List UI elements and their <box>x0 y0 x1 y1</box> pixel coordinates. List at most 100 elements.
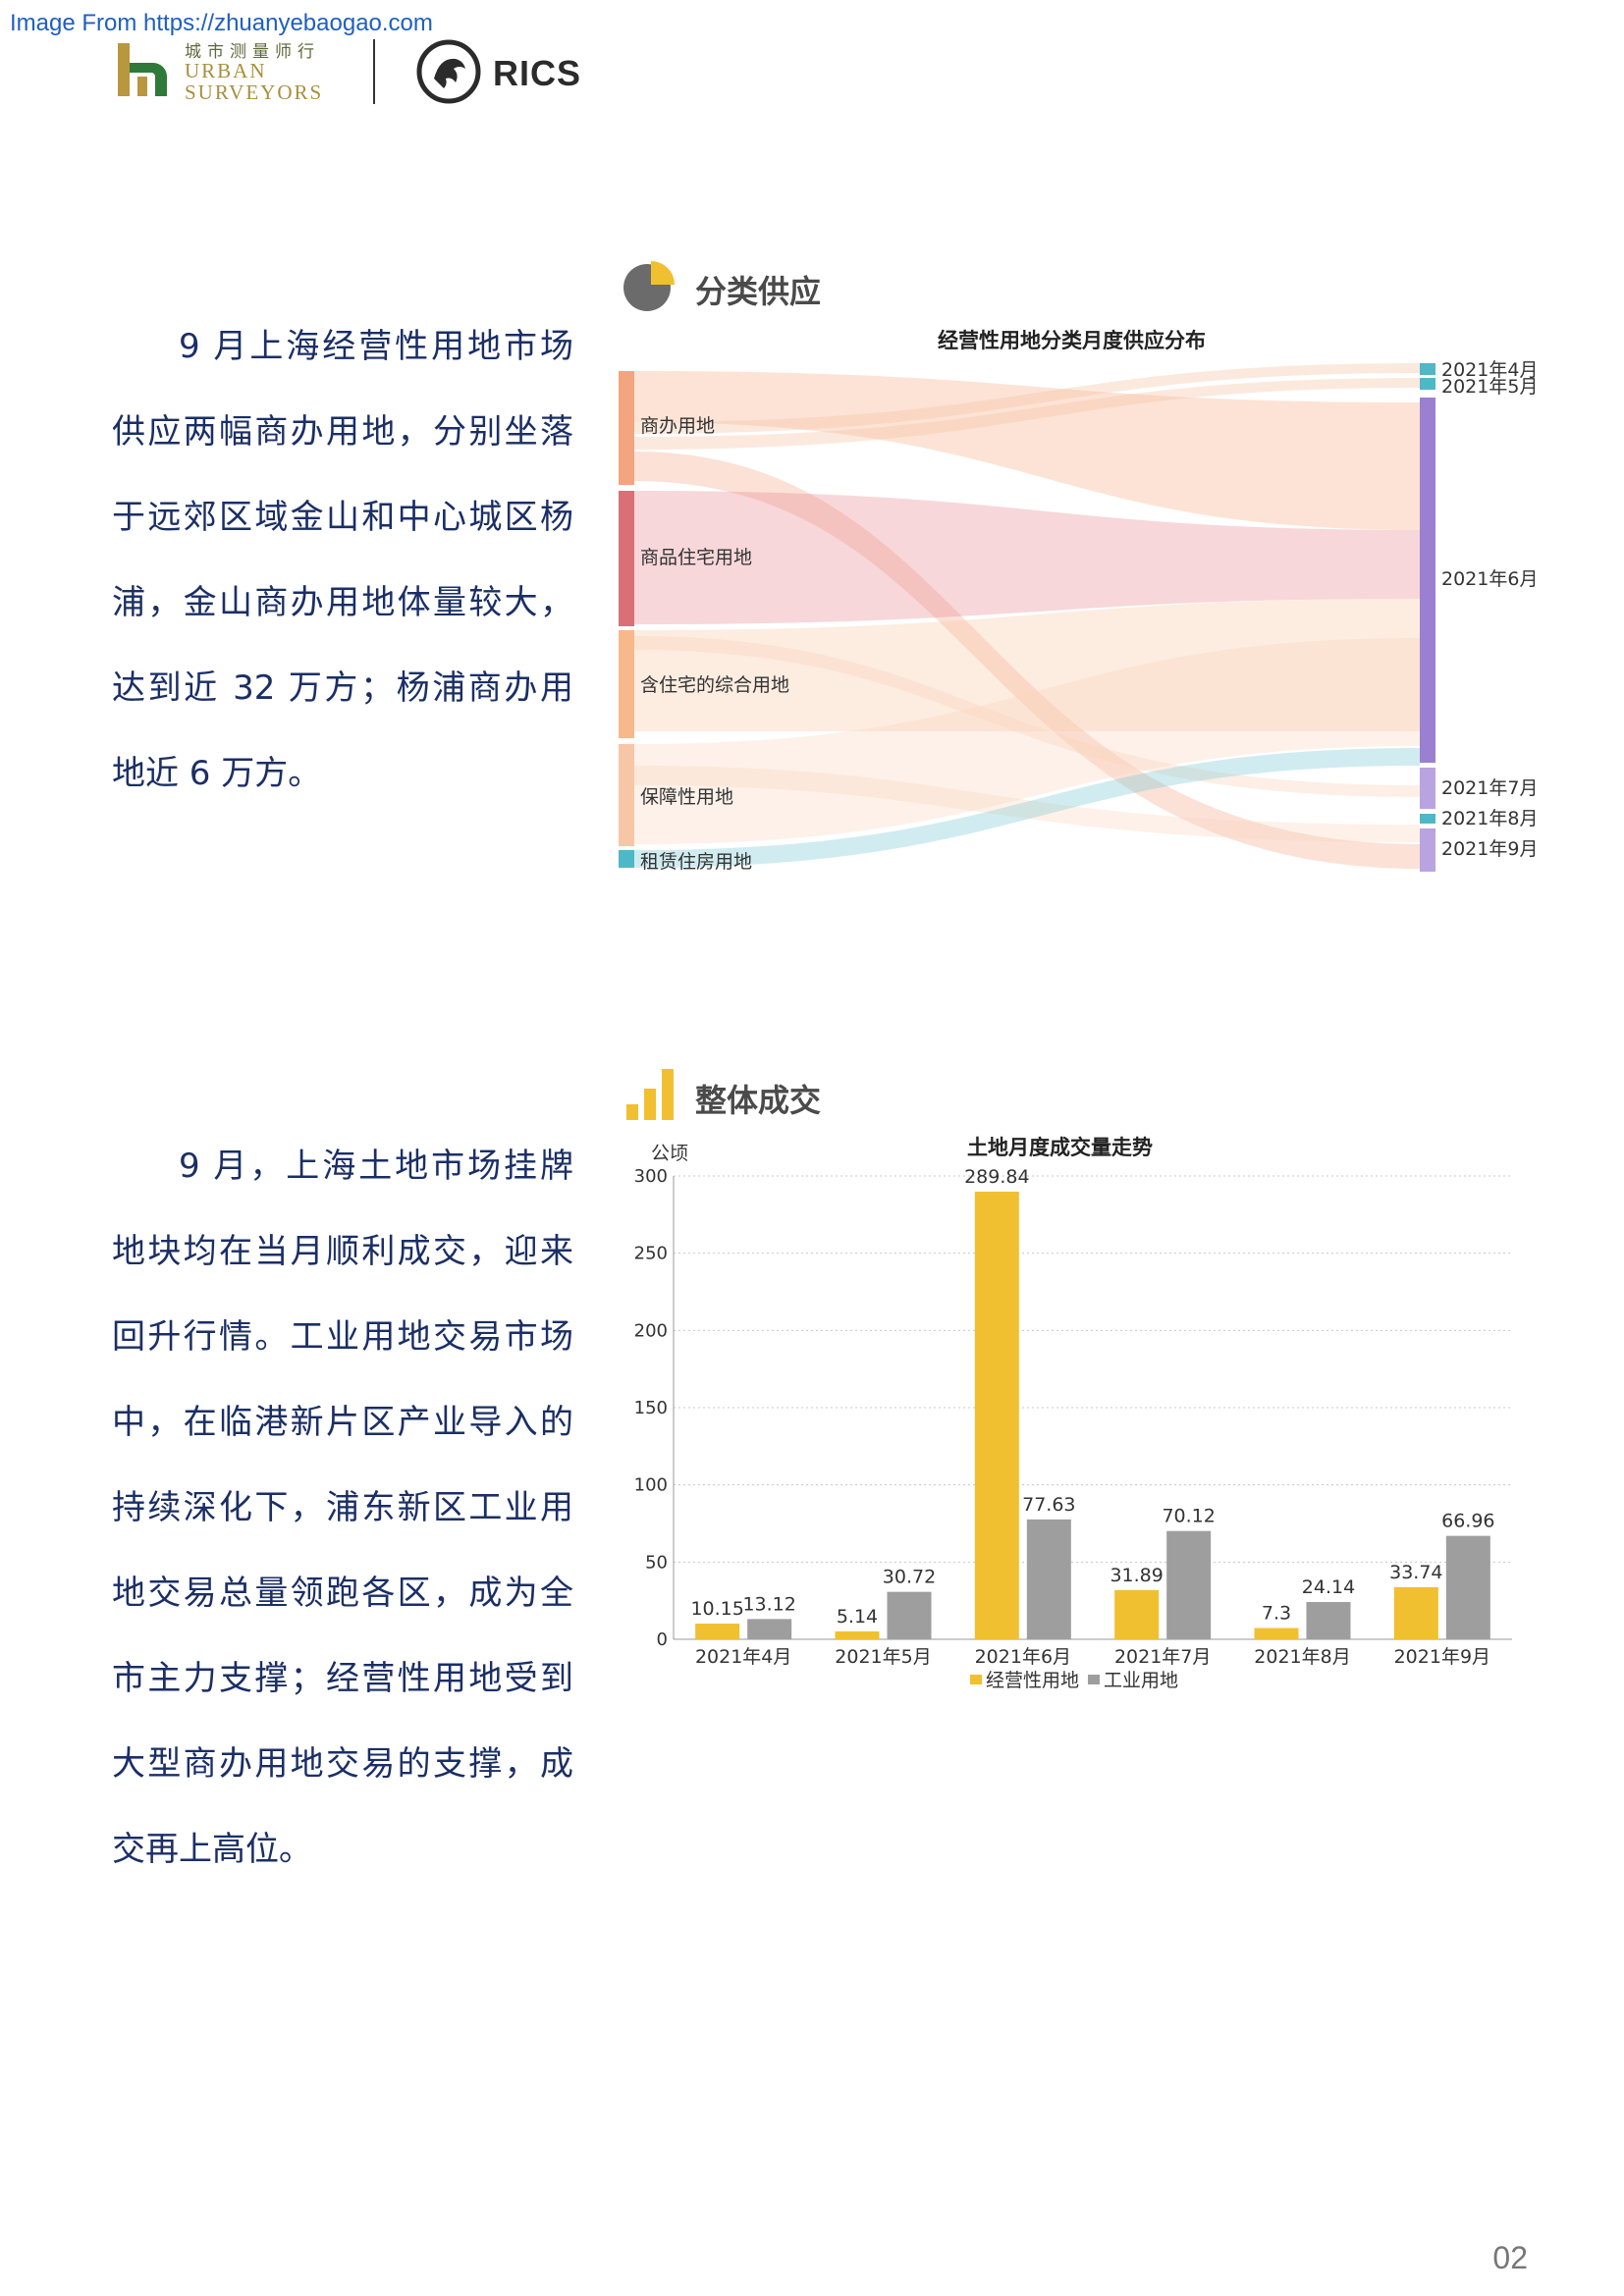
y-tick-label: 300 <box>634 1166 668 1187</box>
label-residential: 商品住宅用地 <box>640 547 752 568</box>
node-office <box>619 371 634 485</box>
bar-value-label: 24.14 <box>1302 1576 1355 1598</box>
bar-value-label: 77.63 <box>1022 1494 1075 1516</box>
node-residential <box>619 491 634 626</box>
x-tick-label: 2021年8月 <box>1254 1646 1350 1668</box>
logo-chinese-name: 城市测量师行 <box>185 42 320 62</box>
rics-lion-icon <box>416 39 481 104</box>
bar-industrial <box>1445 1535 1490 1639</box>
bar-commercial <box>835 1630 880 1639</box>
source-banner[interactable]: Image From https://zhuanyebaogao.com <box>10 10 433 36</box>
bar-value-label: 289.84 <box>964 1166 1029 1188</box>
node-mixed <box>619 630 634 738</box>
x-tick-label: 2021年7月 <box>1114 1646 1211 1668</box>
flow-mixed-to-jun <box>634 599 1420 731</box>
sankey-labels: 商办用地 商品住宅用地 含住宅的综合用地 保障性用地 租赁住房用地 2021年4… <box>640 359 1538 873</box>
supply-paragraph: 9 月上海经营性用地市场供应两幅商办用地，分别坐落于远郊区域金山和中心城区杨浦，… <box>112 304 573 817</box>
rics-logo: RICS <box>416 39 613 108</box>
label-2021-05: 2021年5月 <box>1441 376 1538 398</box>
sankey-target-nodes <box>1420 363 1435 872</box>
bar-commercial <box>974 1191 1019 1639</box>
bar-industrial <box>747 1619 792 1639</box>
bar-value-label: 7.3 <box>1262 1603 1291 1625</box>
x-tick-label: 2021年5月 <box>835 1646 931 1668</box>
bar-chart-icon <box>626 1069 674 1120</box>
bar-industrial <box>1166 1530 1212 1639</box>
y-tick-label: 50 <box>645 1552 668 1573</box>
node-2021-06 <box>1420 398 1435 763</box>
bar-commercial <box>695 1624 740 1639</box>
flow-office-to-jun <box>634 371 1420 530</box>
flow-affordable-to-sep <box>634 766 1420 842</box>
transactions-paragraph-lead: 9 月，上海土地市场挂牌地 <box>112 1147 573 1271</box>
flow-rental-to-jul <box>634 748 1420 868</box>
legend-swatch <box>970 1675 982 1684</box>
supply-paragraph-lead: 9 月上海经营性用地市场供 <box>112 327 573 452</box>
bar-industrial <box>1306 1602 1351 1639</box>
bar-industrial <box>887 1591 932 1639</box>
bar-value-label: 33.74 <box>1389 1562 1442 1583</box>
transactions-paragraph-rest: 块均在当月顺利成交，迎来回升行情。工业用地交易市场中，在临港新片区产业导入的持续… <box>112 1232 574 1869</box>
bar-commercial <box>1254 1628 1299 1639</box>
bar-commercial <box>1393 1586 1438 1639</box>
section-title-supply: 分类供应 <box>695 273 822 310</box>
label-affordable: 保障性用地 <box>640 786 733 808</box>
bar-chart-x-ticks: 2021年4月 2021年5月 2021年6月 2021年7月 2021年8月 2021年… <box>695 1646 1490 1668</box>
label-2021-07: 2021年7月 <box>1441 777 1538 799</box>
label-2021-08: 2021年8月 <box>1441 808 1538 829</box>
section-title-transactions: 整体成交 <box>695 1082 822 1119</box>
logo-english-line1: URBAN <box>185 59 267 82</box>
bar-chart-bars <box>695 1191 1490 1639</box>
y-tick-label: 250 <box>634 1244 668 1264</box>
bar-value-label: 31.89 <box>1110 1565 1163 1586</box>
label-rental: 租赁住房用地 <box>640 851 752 873</box>
flow-office-to-sep <box>634 452 1420 869</box>
node-2021-05 <box>1420 378 1435 390</box>
page-number: 02 <box>1492 2240 1528 2275</box>
flow-mixed-to-jul <box>634 636 1420 797</box>
y-tick-label: 100 <box>634 1475 668 1496</box>
bar-value-label: 5.14 <box>837 1606 878 1628</box>
legend-label: 工业用地 <box>1104 1670 1178 1691</box>
logo-english-line2: SURVEYORS <box>185 80 324 104</box>
supply-paragraph-rest: 应两幅商办用地，分别坐落于远郊区域金山和中心城区杨浦，金山商办用地体量较大，达到… <box>112 412 574 793</box>
label-2021-06: 2021年6月 <box>1441 568 1538 590</box>
node-2021-07 <box>1420 768 1435 809</box>
bar-value-label: 13.12 <box>742 1593 795 1615</box>
y-axis-unit-label: 公顷 <box>651 1143 688 1164</box>
bar-chart-grid: 0 50 100 150 200 250 300 <box>634 1166 1512 1650</box>
node-2021-08 <box>1420 814 1435 824</box>
bar-value-label: 66.96 <box>1441 1511 1494 1532</box>
bar-commercial <box>1114 1589 1160 1639</box>
label-office: 商办用地 <box>640 415 715 437</box>
x-tick-label: 2021年6月 <box>975 1646 1071 1668</box>
urban-surveyors-mark-icon <box>118 43 167 96</box>
bar-value-label: 30.72 <box>883 1567 936 1588</box>
sankey-flows <box>634 363 1420 869</box>
x-tick-label: 2021年4月 <box>695 1646 791 1668</box>
flow-office-to-may <box>634 378 1420 450</box>
sankey-chart-title: 经营性用地分类月度供应分布 <box>938 329 1206 352</box>
rics-wordmark: RICS <box>493 53 582 93</box>
flow-residential-to-jun <box>634 491 1420 624</box>
x-tick-label: 2021年9月 <box>1394 1646 1490 1668</box>
node-affordable <box>619 744 634 846</box>
bar-value-label: 10.15 <box>690 1598 743 1620</box>
flow-office-to-apr <box>634 363 1420 434</box>
y-tick-label: 200 <box>634 1320 668 1341</box>
label-mixed: 含住宅的综合用地 <box>640 674 789 696</box>
sankey-source-nodes <box>619 371 634 868</box>
bar-chart-title: 土地月度成交量走势 <box>967 1136 1153 1159</box>
legend-label: 经营性用地 <box>986 1670 1079 1691</box>
bar-value-label: 70.12 <box>1162 1506 1215 1527</box>
y-tick-label: 150 <box>634 1398 668 1418</box>
pie-chart-icon <box>623 261 675 311</box>
node-2021-04 <box>1420 363 1435 375</box>
node-rental <box>619 850 634 868</box>
flow-affordable-to-jun <box>634 638 1420 844</box>
urban-surveyors-logo: 城市测量师行 URBAN SURVEYORS <box>116 35 342 106</box>
bar-industrial <box>1026 1519 1071 1639</box>
label-2021-04: 2021年4月 <box>1441 359 1538 381</box>
transactions-paragraph: 9 月，上海土地市场挂牌地块均在当月顺利成交，迎来回升行情。工业用地交易市场中，… <box>112 1124 573 1893</box>
